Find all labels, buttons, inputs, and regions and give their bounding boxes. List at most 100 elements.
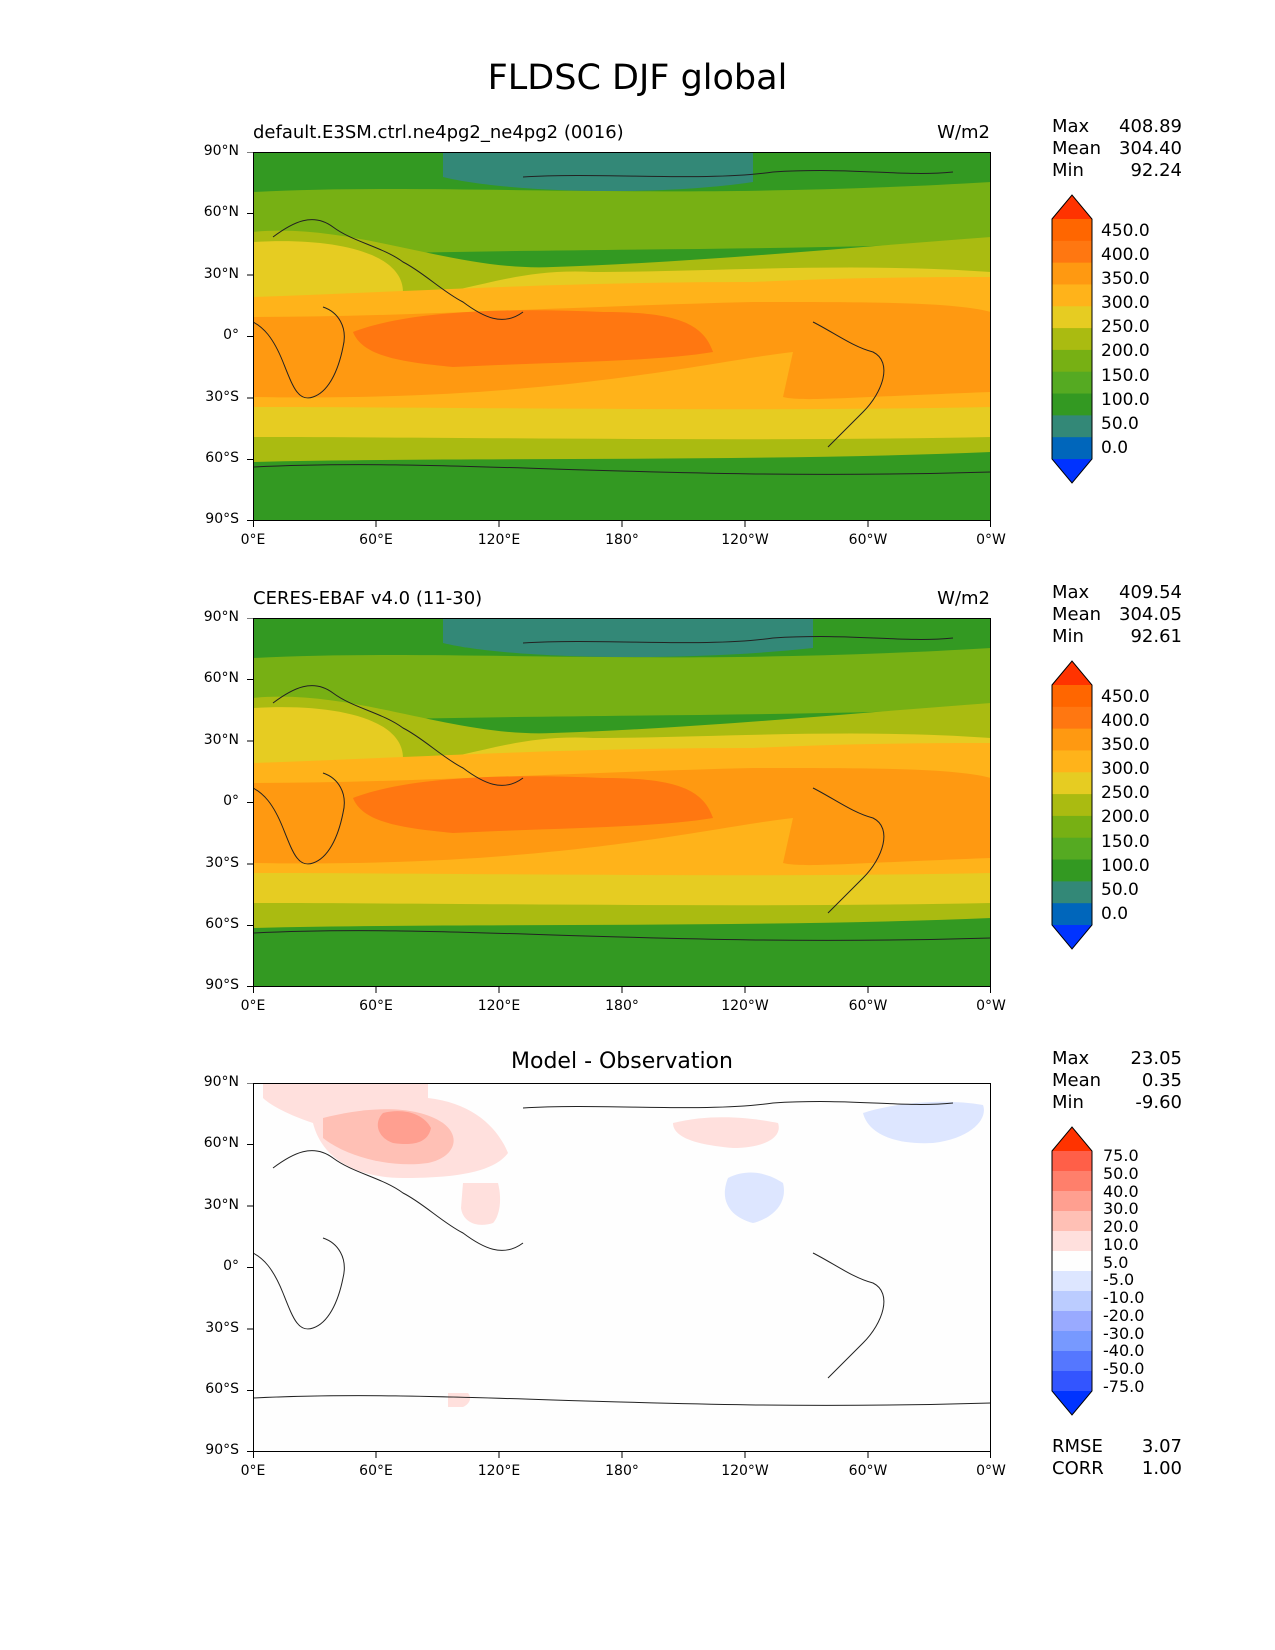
colorbar-label: -10.0 bbox=[1103, 1288, 1145, 1307]
y-tick-label: 60°N bbox=[203, 1135, 239, 1151]
map-plot-observation bbox=[253, 618, 991, 987]
x-tick-label: 0°W bbox=[976, 1463, 1006, 1479]
colorbar bbox=[1051, 660, 1093, 950]
colorbar-label: 150.0 bbox=[1101, 832, 1150, 852]
colorbar-label: 400.0 bbox=[1101, 711, 1150, 731]
colorbar-level bbox=[1052, 837, 1092, 861]
stat-label: Min bbox=[1052, 1092, 1084, 1113]
colorbar-level bbox=[1052, 1231, 1092, 1252]
map-plot-difference bbox=[253, 1083, 991, 1452]
colorbar-level bbox=[1052, 859, 1092, 882]
colorbar-extend-min bbox=[1052, 459, 1092, 483]
x-tick-label: 0°W bbox=[976, 532, 1006, 548]
stat-label: Mean bbox=[1052, 604, 1102, 625]
colorbar-label: 450.0 bbox=[1101, 687, 1150, 707]
colorbar-label: 20.0 bbox=[1103, 1217, 1139, 1236]
stat-label: Min bbox=[1052, 626, 1084, 647]
colorbar-level bbox=[1052, 1291, 1092, 1312]
units-label: W/m2 bbox=[937, 122, 990, 143]
colorbar-level bbox=[1052, 794, 1092, 817]
stat-value: 304.40 bbox=[1119, 138, 1182, 159]
x-tick-label: 120°E bbox=[477, 1463, 521, 1479]
stat-label: Mean bbox=[1052, 138, 1102, 159]
colorbar-level bbox=[1052, 903, 1092, 926]
metric-label: RMSE bbox=[1052, 1436, 1103, 1457]
colorbar-label: 350.0 bbox=[1101, 269, 1150, 289]
colorbar-outline bbox=[1051, 194, 1093, 484]
colorbar-label: -50.0 bbox=[1103, 1359, 1145, 1378]
colorbar-level bbox=[1052, 772, 1092, 795]
stats-box: Max 408.89 Mean 304.40 Min 92.24 bbox=[1052, 116, 1182, 182]
units-label: W/m2 bbox=[937, 588, 990, 609]
colorbar-level bbox=[1052, 1271, 1092, 1292]
metric-value: 1.00 bbox=[1141, 1458, 1182, 1479]
colorbar-label: 5.0 bbox=[1103, 1253, 1129, 1272]
y-tick-label: 90°N bbox=[203, 143, 239, 159]
stat-value: 409.54 bbox=[1119, 582, 1182, 603]
colorbar-label: 250.0 bbox=[1101, 317, 1150, 337]
colorbar-label: 400.0 bbox=[1101, 245, 1150, 265]
x-tick-label: 0°E bbox=[240, 1463, 266, 1479]
y-tick-label: 60°N bbox=[203, 670, 239, 686]
stat-value: 23.05 bbox=[1130, 1048, 1182, 1069]
y-tick-label: 0° bbox=[223, 1258, 239, 1274]
x-axis-ticks bbox=[253, 987, 991, 993]
colorbar-label: 50.0 bbox=[1103, 1164, 1139, 1183]
stat-label: Min bbox=[1052, 160, 1084, 181]
y-tick-label: 60°N bbox=[203, 204, 239, 220]
stat-label: Max bbox=[1052, 1048, 1090, 1069]
colorbar-label: -75.0 bbox=[1103, 1377, 1145, 1396]
colorbar-level bbox=[1052, 1351, 1092, 1372]
y-tick-label: 90°S bbox=[205, 1442, 239, 1458]
colorbar-label: 10.0 bbox=[1103, 1235, 1139, 1254]
colorbar-label: -20.0 bbox=[1103, 1306, 1145, 1325]
y-axis-ticks bbox=[247, 1083, 253, 1452]
colorbar-label: 350.0 bbox=[1101, 735, 1150, 755]
stat-value: 408.89 bbox=[1119, 116, 1182, 137]
colorbar-level bbox=[1052, 1331, 1092, 1352]
y-axis-ticks bbox=[247, 152, 253, 521]
stat-value: -9.60 bbox=[1135, 1092, 1182, 1113]
colorbar-label: 250.0 bbox=[1101, 783, 1150, 803]
colorbar bbox=[1051, 194, 1093, 484]
colorbar-label: 300.0 bbox=[1101, 293, 1150, 313]
colorbar-level bbox=[1052, 881, 1092, 904]
colorbar-level bbox=[1052, 284, 1092, 307]
colorbar-level bbox=[1052, 750, 1092, 773]
y-tick-label: 30°S bbox=[205, 855, 239, 871]
x-tick-label: 180° bbox=[605, 532, 639, 548]
colorbar-level bbox=[1052, 1151, 1092, 1172]
x-axis-ticks bbox=[253, 1452, 991, 1458]
stat-label: Mean bbox=[1052, 1070, 1102, 1091]
map-plot-model bbox=[253, 152, 991, 521]
colorbar-level bbox=[1052, 393, 1092, 416]
x-tick-label: 60°W bbox=[848, 532, 888, 548]
colorbar-level bbox=[1052, 328, 1092, 351]
colorbar-extend-min bbox=[1052, 1391, 1092, 1415]
x-tick-label: 180° bbox=[605, 1463, 639, 1479]
colorbar-label: 40.0 bbox=[1103, 1182, 1139, 1201]
colorbar-label: 150.0 bbox=[1101, 366, 1150, 386]
x-tick-label: 60°W bbox=[848, 998, 888, 1014]
stat-label: Max bbox=[1052, 116, 1090, 137]
colorbar-level bbox=[1052, 706, 1092, 730]
x-tick-label: 60°E bbox=[359, 532, 393, 548]
colorbar-level bbox=[1052, 1211, 1092, 1232]
colorbar-extend-max bbox=[1052, 195, 1092, 219]
colorbar-level bbox=[1052, 1191, 1092, 1212]
colorbar-level bbox=[1052, 1251, 1092, 1272]
y-tick-label: 90°N bbox=[203, 609, 239, 625]
stats-box: Max 23.05 Mean 0.35 Min -9.60 bbox=[1052, 1048, 1182, 1114]
metrics-box: RMSE 3.07 CORR 1.00 bbox=[1052, 1436, 1182, 1480]
x-tick-label: 60°E bbox=[359, 1463, 393, 1479]
x-tick-label: 120°W bbox=[721, 1463, 769, 1479]
stat-value: 304.05 bbox=[1119, 604, 1182, 625]
stat-value: 92.61 bbox=[1130, 626, 1182, 647]
plot-frame bbox=[253, 618, 991, 987]
y-tick-label: 60°S bbox=[205, 916, 239, 932]
x-tick-label: 0°E bbox=[240, 998, 266, 1014]
colorbar-outline bbox=[1051, 1126, 1093, 1416]
x-tick-label: 180° bbox=[605, 998, 639, 1014]
y-tick-label: 30°N bbox=[203, 1197, 239, 1213]
stats-box: Max 409.54 Mean 304.05 Min 92.61 bbox=[1052, 582, 1182, 648]
